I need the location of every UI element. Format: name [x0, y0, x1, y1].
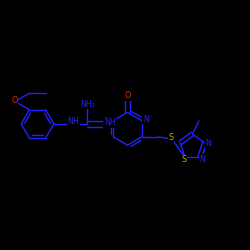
Text: S: S: [182, 155, 186, 164]
Text: O: O: [11, 96, 18, 105]
Text: S: S: [168, 134, 173, 142]
Text: N: N: [200, 155, 205, 164]
Text: N: N: [143, 115, 149, 124]
Text: NH: NH: [68, 117, 79, 126]
Text: N: N: [103, 117, 109, 126]
Text: O: O: [125, 91, 131, 100]
Text: NH₂: NH₂: [80, 100, 95, 108]
Text: N: N: [205, 140, 211, 148]
Text: NH: NH: [104, 118, 116, 127]
